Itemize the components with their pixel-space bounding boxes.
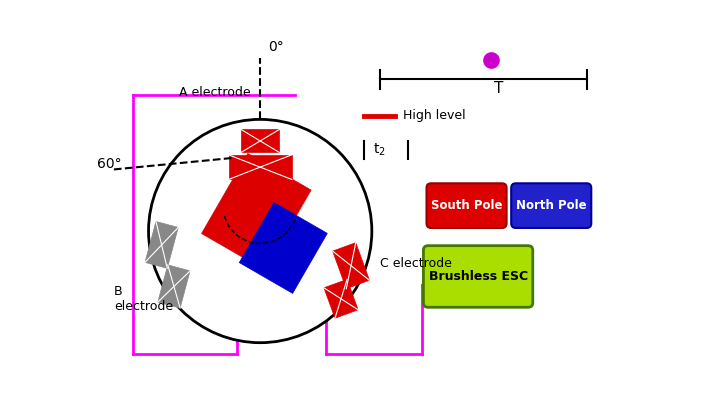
Text: 0°: 0° xyxy=(268,40,283,54)
Text: B
electrode: B electrode xyxy=(114,285,173,313)
Polygon shape xyxy=(333,242,370,289)
Polygon shape xyxy=(241,129,279,152)
Text: A electrode: A electrode xyxy=(179,86,251,99)
Polygon shape xyxy=(145,222,178,268)
Text: Brushless ESC: Brushless ESC xyxy=(429,270,528,283)
Text: North Pole: North Pole xyxy=(516,199,587,212)
Text: T: T xyxy=(494,81,503,96)
Polygon shape xyxy=(239,203,328,293)
Polygon shape xyxy=(201,153,311,270)
FancyBboxPatch shape xyxy=(511,183,591,228)
Text: South Pole: South Pole xyxy=(431,199,502,212)
Text: High level: High level xyxy=(402,109,465,122)
Text: 60°: 60° xyxy=(97,157,122,171)
Circle shape xyxy=(149,119,372,343)
Polygon shape xyxy=(324,279,358,318)
FancyBboxPatch shape xyxy=(424,246,533,307)
Polygon shape xyxy=(229,155,292,180)
Text: C electrode: C electrode xyxy=(379,257,451,270)
Text: t$_2$: t$_2$ xyxy=(373,142,386,158)
FancyBboxPatch shape xyxy=(426,183,506,228)
Polygon shape xyxy=(158,265,190,308)
